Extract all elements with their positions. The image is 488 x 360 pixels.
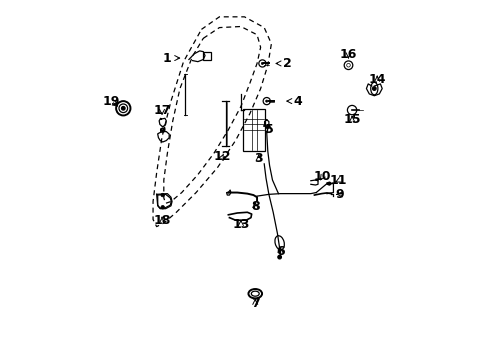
Text: 8: 8 xyxy=(250,201,259,213)
Circle shape xyxy=(261,62,263,64)
Circle shape xyxy=(265,100,267,102)
Text: 13: 13 xyxy=(232,218,249,231)
FancyBboxPatch shape xyxy=(243,109,265,150)
Ellipse shape xyxy=(370,82,377,95)
Text: 7: 7 xyxy=(250,297,259,310)
Circle shape xyxy=(327,182,330,185)
Text: 5: 5 xyxy=(264,123,273,136)
Ellipse shape xyxy=(248,289,262,298)
Text: 4: 4 xyxy=(286,95,302,108)
Text: 3: 3 xyxy=(254,152,263,165)
Circle shape xyxy=(161,193,164,197)
Ellipse shape xyxy=(274,236,284,250)
Text: 12: 12 xyxy=(213,150,230,163)
Text: 14: 14 xyxy=(367,73,385,86)
Text: 18: 18 xyxy=(153,214,170,227)
Text: 6: 6 xyxy=(276,245,284,258)
Circle shape xyxy=(121,107,125,110)
Circle shape xyxy=(372,87,375,90)
Text: 17: 17 xyxy=(153,104,170,117)
Text: 16: 16 xyxy=(339,48,356,61)
Text: 19: 19 xyxy=(102,95,120,108)
Text: 11: 11 xyxy=(329,174,346,187)
Text: 9: 9 xyxy=(335,188,343,201)
Circle shape xyxy=(277,255,281,259)
FancyBboxPatch shape xyxy=(203,51,211,59)
Text: 1: 1 xyxy=(163,51,179,64)
Circle shape xyxy=(161,206,164,209)
Text: 2: 2 xyxy=(276,57,291,70)
Text: 15: 15 xyxy=(343,113,360,126)
Text: 10: 10 xyxy=(313,170,331,183)
Ellipse shape xyxy=(251,291,259,296)
